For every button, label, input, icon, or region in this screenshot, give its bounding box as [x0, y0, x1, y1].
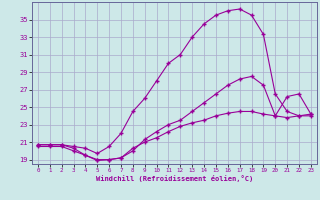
- X-axis label: Windchill (Refroidissement éolien,°C): Windchill (Refroidissement éolien,°C): [96, 175, 253, 182]
